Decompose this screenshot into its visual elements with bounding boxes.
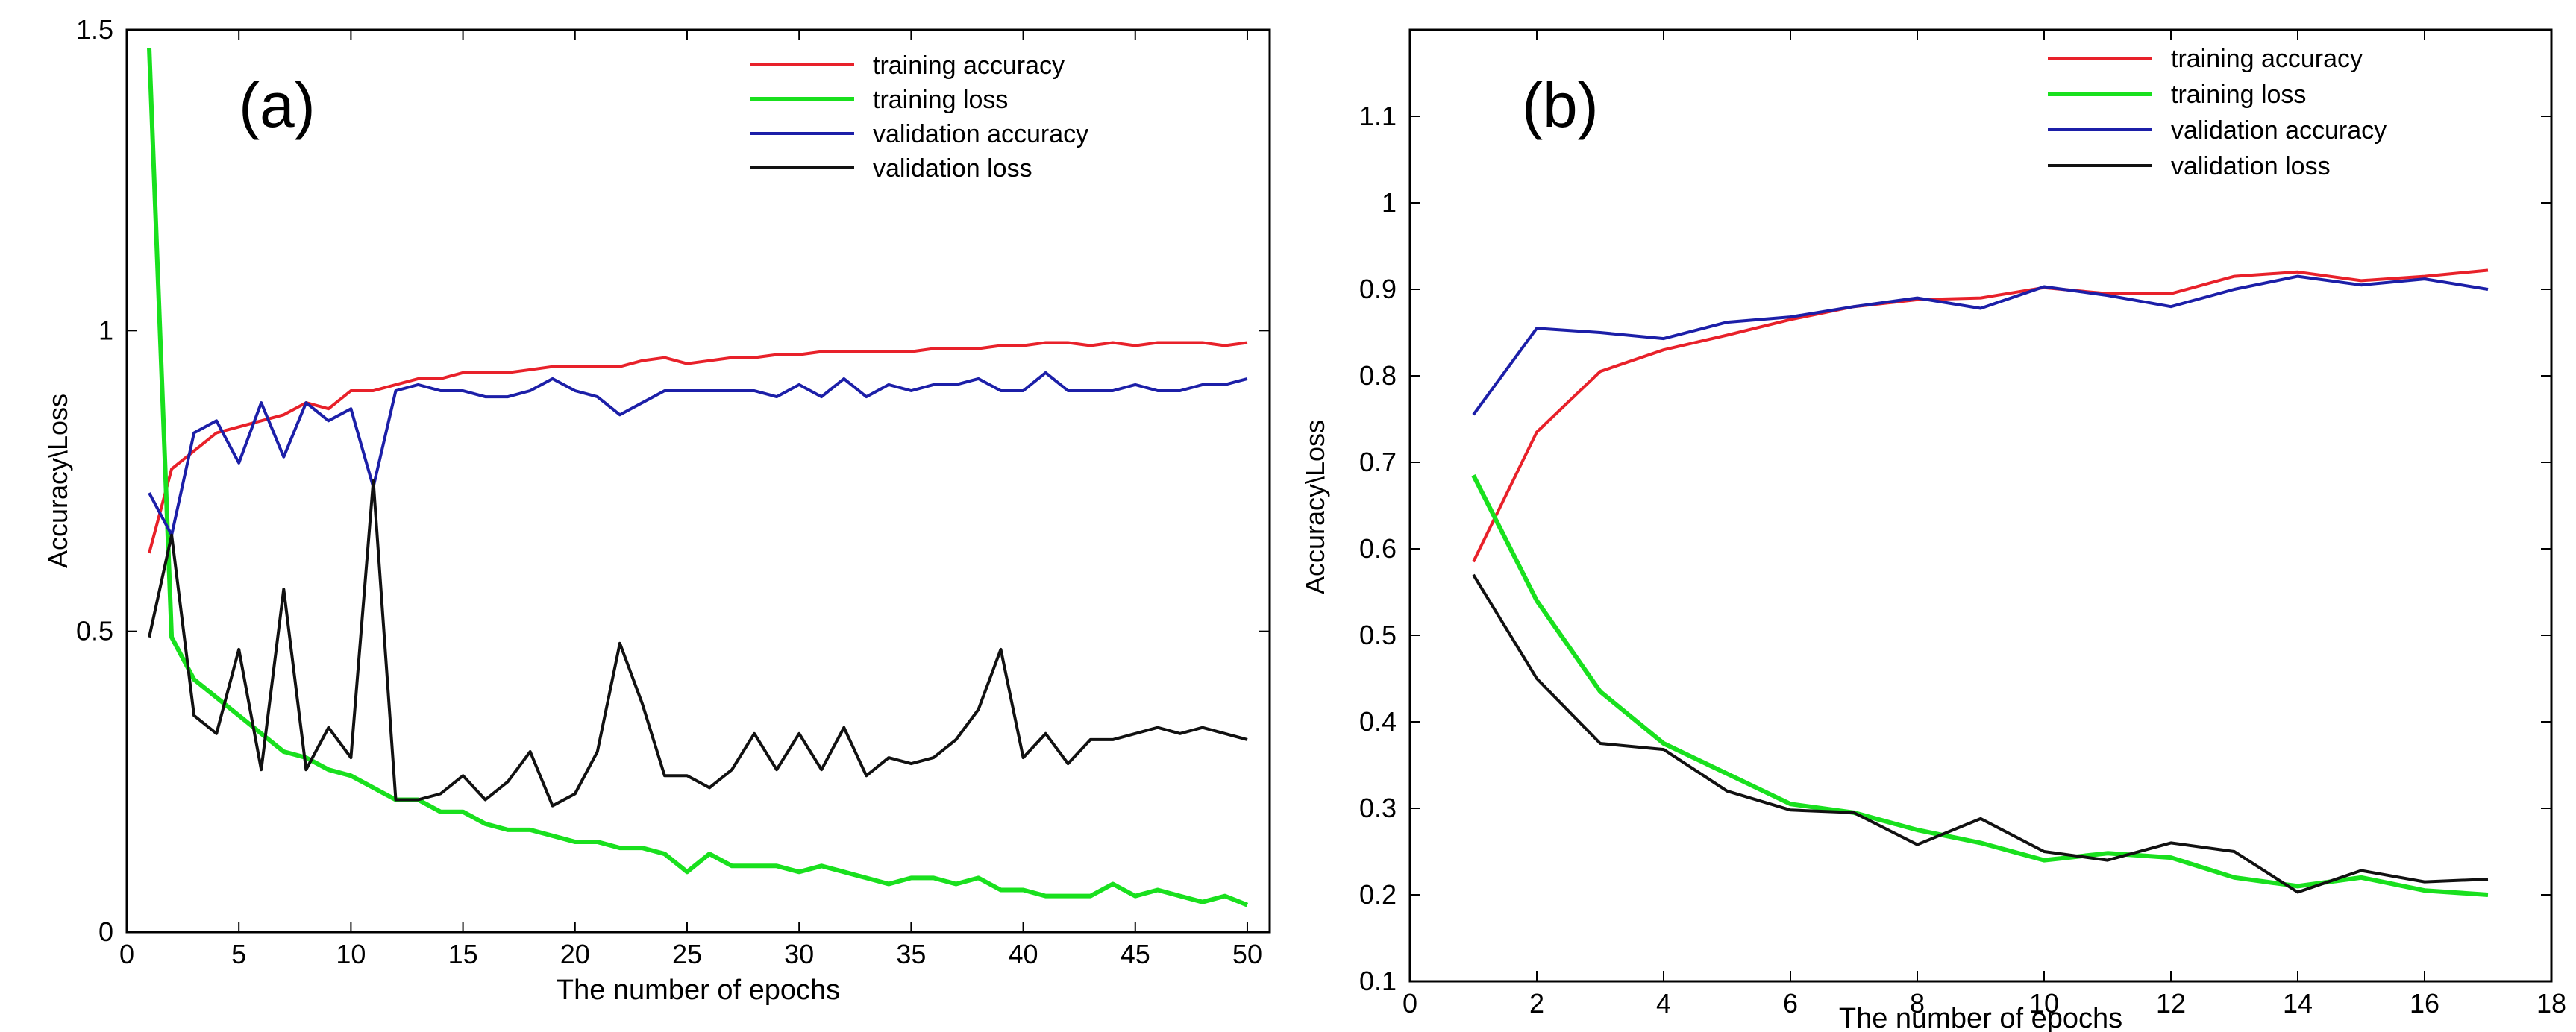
series-line-validation-accuracy <box>1472 274 2489 416</box>
y-tick-label: 0.7 <box>1359 447 1397 477</box>
series-line-validation-accuracy <box>148 371 1248 537</box>
y-tick-label: 1.5 <box>76 14 113 45</box>
x-tick-label: 8 <box>1910 988 1925 1019</box>
y-tick-label: 0.8 <box>1359 360 1397 391</box>
series-line-training-loss <box>1471 474 2489 897</box>
y-tick-label: 0.5 <box>1359 620 1397 650</box>
series-line-validation-loss <box>1472 573 2489 894</box>
x-tick-label: 6 <box>1783 988 1798 1019</box>
y-tick-label: 0 <box>98 916 113 947</box>
series-line-training-loss <box>147 48 1249 907</box>
y-axis-label: Accuracy\Loss <box>43 394 73 568</box>
series-line-validation-loss <box>148 479 1248 808</box>
x-tick-label: 20 <box>560 939 590 969</box>
series-line-training-accuracy <box>148 341 1248 554</box>
x-tick-label: 10 <box>2029 988 2059 1019</box>
x-axis-label: The number of epochs <box>1839 1003 2122 1032</box>
y-tick-label: 1.1 <box>1359 101 1397 131</box>
x-tick-label: 18 <box>2536 988 2566 1019</box>
chart-panel-a: 0 5 10 15 20 25 30 35 40 45 50 0 0.5 1 1.5 training ac… <box>43 14 1271 1006</box>
x-tick-label: 0 <box>119 939 134 969</box>
panel-label: (a) <box>239 70 316 140</box>
panel-label: (b) <box>1522 70 1599 140</box>
x-tick-label: 5 <box>231 939 246 969</box>
x-tick-label: 2 <box>1529 988 1544 1019</box>
y-axis-label: Accuracy\Loss <box>1300 420 1330 594</box>
legend-label: validation loss <box>2171 152 2331 180</box>
x-tick-label: 0 <box>1403 988 1417 1019</box>
legend-label: validation accuracy <box>2171 116 2387 145</box>
axis-ticks: 0 5 10 15 20 25 30 35 40 45 50 0 0.5 1 1.5 <box>76 14 1270 969</box>
x-tick-label: 4 <box>1656 988 1671 1019</box>
y-tick-label: 0.5 <box>76 616 113 646</box>
y-tick-label: 0.9 <box>1359 274 1397 304</box>
x-tick-label: 16 <box>2410 988 2439 1019</box>
y-tick-label: 0.6 <box>1359 533 1397 564</box>
x-tick-label: 10 <box>336 939 366 969</box>
legend-label: training loss <box>873 86 1008 114</box>
y-tick-label: 1 <box>1382 187 1397 218</box>
legend-label: training accuracy <box>2171 45 2363 73</box>
x-tick-label: 30 <box>784 939 814 969</box>
y-tick-label: 0.2 <box>1359 879 1397 910</box>
x-tick-label: 35 <box>896 939 926 969</box>
series-line-training-accuracy <box>1472 268 2489 563</box>
x-tick-label: 15 <box>448 939 478 969</box>
x-tick-label: 50 <box>1232 939 1262 969</box>
x-tick-label: 14 <box>2283 988 2313 1019</box>
chart-panel-b: 0 2 4 6 8 10 12 14 16 18 0.1 0.2 0.3 0.4 0.5 0.6 0.7 0.8 0… <box>1300 28 2566 1032</box>
x-tick-label: 40 <box>1009 939 1038 969</box>
x-axis-label: The number of epochs <box>557 975 840 1006</box>
y-tick-label: 0.4 <box>1359 706 1397 737</box>
y-tick-label: 0.1 <box>1359 966 1397 996</box>
x-tick-label: 12 <box>2156 988 2186 1019</box>
y-tick-label: 1 <box>98 315 113 345</box>
plot-area-frame <box>1408 28 2553 983</box>
axis-ticks: 0 2 4 6 8 10 12 14 16 18 0.1 0.2 0.3 0.4 0.5 0.6 0.7 0.8 0… <box>1359 30 2566 1019</box>
x-tick-label: 25 <box>672 939 702 969</box>
legend-label: training loss <box>2171 81 2306 109</box>
legend: training accuracy training loss validation… <box>2048 45 2387 180</box>
y-tick-label: 0.3 <box>1359 793 1397 823</box>
legend-label: validation loss <box>873 154 1032 183</box>
series-lines <box>1471 268 2489 897</box>
plot-area-frame <box>125 28 1271 934</box>
legend-label: validation accuracy <box>873 120 1088 148</box>
legend: training accuracy training loss validation… <box>750 51 1088 183</box>
x-tick-label: 45 <box>1121 939 1150 969</box>
series-lines <box>147 48 1249 907</box>
legend-label: training accuracy <box>873 51 1065 80</box>
